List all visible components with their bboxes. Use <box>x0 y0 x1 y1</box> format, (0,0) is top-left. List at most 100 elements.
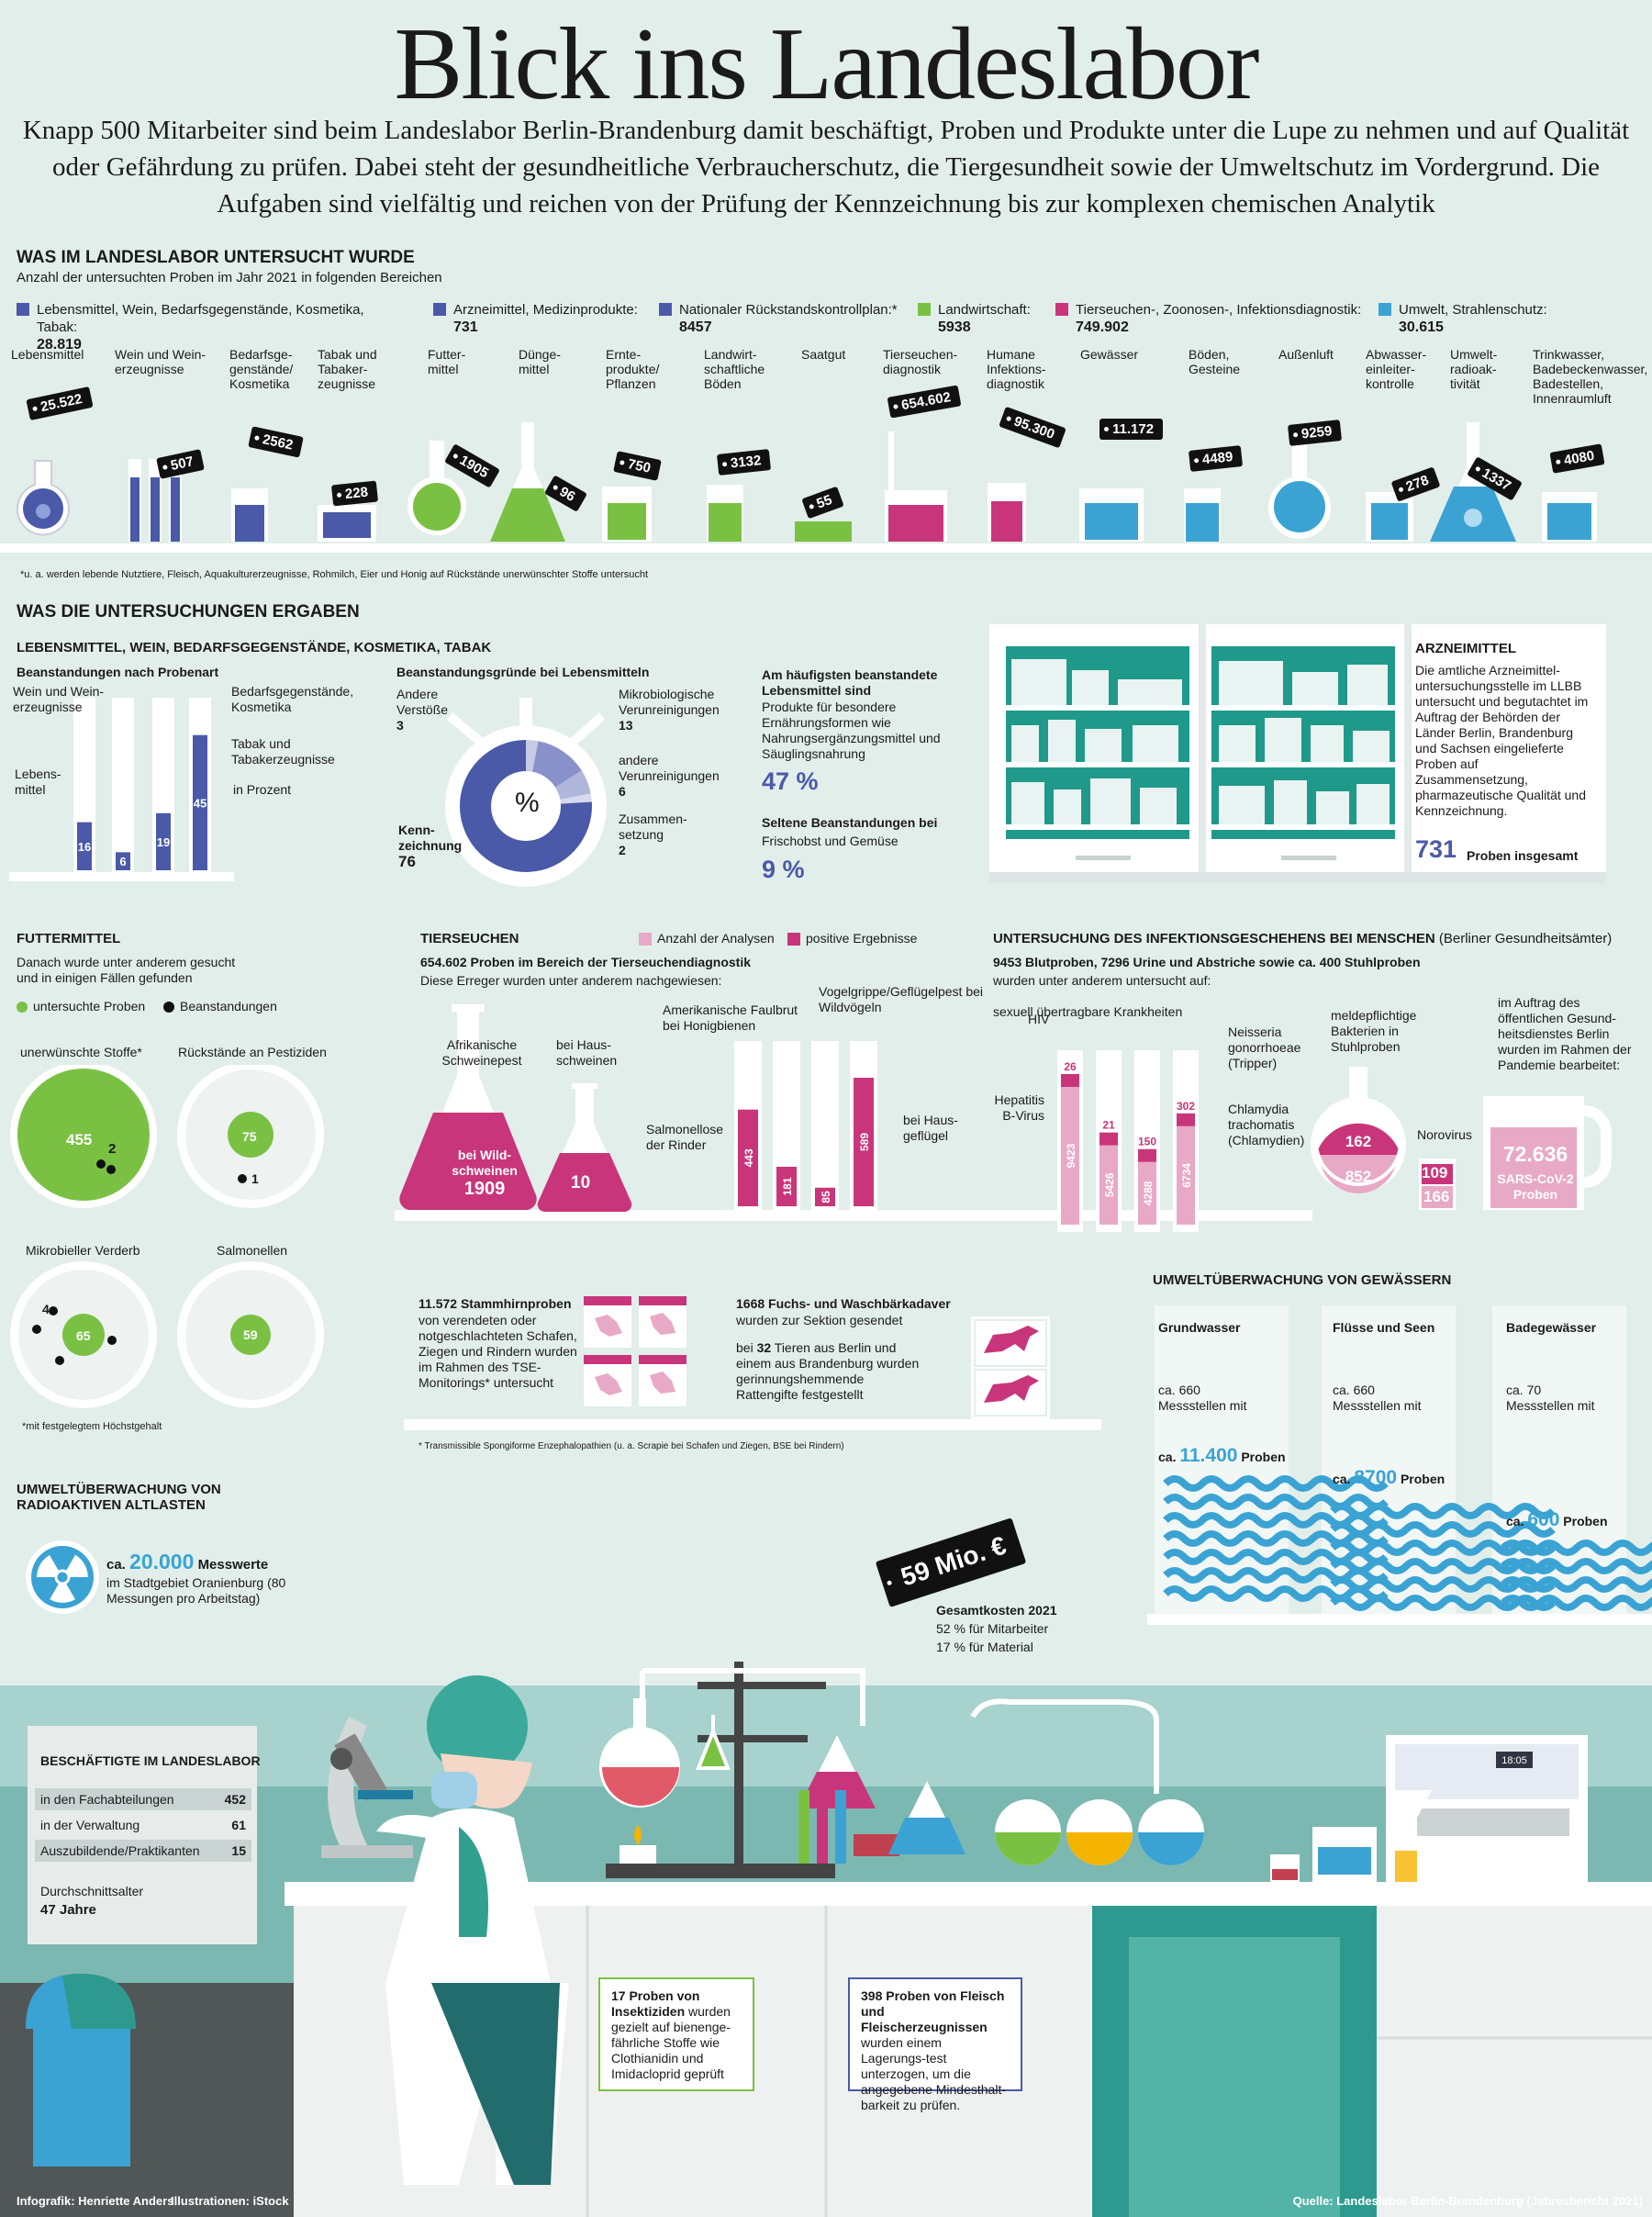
category-label: Futter-mittel <box>428 347 466 376</box>
tier-legend-a: Anzahl der Analysen <box>639 931 775 946</box>
section-heading-untersucht: WAS IM LANDESLABOR UNTERSUCHT WURDE <box>17 248 415 267</box>
tubes-label-a: Amerikanische Faulbrut bei Honigbienen <box>663 1002 798 1033</box>
mensch-tube-label: Neisseria gonorrhoeae (Tripper) <box>1228 1025 1301 1070</box>
beanst-label: Bedarfsgegenstände, Kosmetika <box>231 684 354 714</box>
futter-samples: 65 <box>76 1328 91 1343</box>
arznei-title: ARZNEIMITTEL <box>1415 641 1516 656</box>
lab-scene-illustration <box>0 1662 1652 2217</box>
mensch-group: sexuell übertragbare Krankheiten <box>993 1004 1183 1019</box>
futter-samples: 75 <box>242 1129 257 1144</box>
beanstandungen-chart: 16 6 19 45 <box>9 698 234 881</box>
futter-circles <box>10 1065 324 1408</box>
tubes-label-d: bei Haus-geflügel <box>903 1113 958 1143</box>
water-wave <box>1501 1595 1652 1611</box>
beanst-tube <box>112 698 134 874</box>
tier-bar <box>854 1078 874 1206</box>
bakt-label: meldepflichtige Bakterien in Stuhlproben <box>1331 1008 1417 1054</box>
category-label: Gewässer <box>1080 347 1139 362</box>
beanst-bar <box>156 812 171 870</box>
gruende-title: Beanstandungsgründe bei Lebensmitteln <box>396 665 650 679</box>
legend-item-umwelt: Umwelt, Strahlenschutz: 30.615 <box>1379 301 1562 336</box>
legend-item-tierseuchen: Tierseuchen-, Zoonosen-, Infektionsdiagn… <box>1055 301 1367 336</box>
futter-circle-label: Rückstände an Pestiziden <box>178 1045 327 1059</box>
most-text: Produkte für besondere Ernährungsformen … <box>762 700 941 761</box>
kosten-tag: 59 Mio. € <box>875 1517 1027 1607</box>
tier-heading: TIERSEUCHEN <box>420 931 519 946</box>
flask1-inner: bei Wild-schweinen <box>452 1148 518 1178</box>
water-wave <box>1163 1530 1389 1547</box>
category-label: Saatgut <box>801 347 846 362</box>
device-display: 18:05 <box>1501 1755 1527 1766</box>
tubes-label-b: Vogelgrippe/Geflügelpest bei Wildvögeln <box>819 984 984 1014</box>
rare-title: Seltene Beanstandungen bei <box>762 815 938 830</box>
futter-text: Danach wurde unter anderem gesucht und i… <box>17 955 236 985</box>
mensch-sub-bold: 9453 Blutproben, 7296 Urine und Abstrich… <box>993 955 1421 969</box>
gewaesser-heading: UMWELTÜBERWACHUNG VON GEWÄSSERN <box>1153 1272 1452 1288</box>
rare-value: 9 % <box>762 856 805 883</box>
flask2-label: bei Haus-schweinen <box>556 1037 618 1068</box>
fleisch-box: 398 Proben von Fleisch und Fleischerzeug… <box>848 1977 1022 2112</box>
tier-bar-value: 443 <box>742 1148 755 1167</box>
noro-a: 109 <box>1422 1164 1448 1181</box>
arznei-value: 731 <box>1415 835 1457 863</box>
beanst-label: Tabak und Tabakerzeugnisse <box>231 736 335 767</box>
category-label: Umwelt-radioak-tivität <box>1450 347 1498 391</box>
kosten-title: Gesamtkosten 2021 <box>936 1603 1057 1618</box>
water-wave <box>1163 1567 1389 1584</box>
category-label: Wein und Wein-erzeugnisse <box>115 347 206 376</box>
category-label: Außenluft <box>1278 347 1334 362</box>
category-label: Böden, Gesteine <box>1189 347 1241 376</box>
beanst-bar-value: 19 <box>157 835 170 849</box>
tier-bar <box>738 1109 758 1206</box>
covid-label: im Auftrag des öffentlichen Gesund-heits… <box>1498 995 1632 1072</box>
legend-item-landwirtschaft: Landwirtschaft: 5938 <box>918 301 1046 336</box>
water-wave <box>1163 1494 1389 1510</box>
tier-bar-value: 85 <box>820 1191 832 1204</box>
credit-grafik: Infografik: Henriette Anders <box>17 2194 174 2208</box>
water-wave <box>1501 1558 1652 1574</box>
beanst-bar-value: 16 <box>78 840 91 854</box>
radio-text: im Stadtgebiet Oranienburg (80 Messungen… <box>106 1575 286 1606</box>
gewaesser-col-title: Grundwasser <box>1158 1320 1241 1335</box>
category-label: Tierseuchen-diagnostik <box>883 347 958 376</box>
covid-sub: SARS-CoV-2 Proben <box>1497 1171 1574 1202</box>
tse-text: von verendeten oder notgeschlachteten Sc… <box>419 1313 577 1390</box>
gruende-label: andere Verunreinigungen 6 <box>619 753 720 799</box>
tier-bar-value: 181 <box>781 1177 794 1195</box>
staff-age-label: Durchschnittsalter <box>40 1884 144 1898</box>
mensch-positive-value: 150 <box>1138 1136 1156 1148</box>
gruende-label: Mikrobiologische Verunreinigungen 13 <box>619 687 720 733</box>
mensch-tube-label: Chlamydia trachomatis (Chlamydien) <box>1228 1102 1305 1148</box>
intro-text: Knapp 500 Mitarbeiter sind beim Landesla… <box>22 116 1630 218</box>
beanst-bar-value: 45 <box>194 796 206 810</box>
pharmacy-shelves-illustration <box>989 624 1606 883</box>
staff-row: Auszubildende/Praktikanten 15 <box>35 1840 251 1862</box>
gewaesser-columns <box>1147 1305 1652 1625</box>
beanst-unit: in Prozent <box>233 782 292 797</box>
tier-bar <box>815 1187 835 1206</box>
mensch-bar-positive <box>1061 1074 1079 1087</box>
mensch-total-value: 6734 <box>1180 1163 1193 1188</box>
mensch-bar-total <box>1061 1087 1079 1225</box>
mensch-total-value: 4288 <box>1142 1181 1155 1205</box>
mensch-bar-positive <box>1177 1113 1195 1126</box>
gewaesser-col-text: ca. 70 Messstellen mit <box>1506 1383 1595 1413</box>
futter-findings: 1 <box>251 1171 259 1186</box>
fox-text1: wurden zur Sektion gesendet <box>736 1313 903 1327</box>
gruende-center: % <box>515 788 540 818</box>
mensch-total-value: 5426 <box>1103 1172 1116 1197</box>
flask2-value: 10 <box>571 1173 591 1192</box>
category-label: Ernte-produkte/ Pflanzen <box>606 347 660 391</box>
water-wave <box>1163 1585 1389 1602</box>
tier-legend-b: positive Ergebnisse <box>787 931 917 946</box>
rare-text: Frischobst und Gemüse <box>762 834 899 848</box>
tse-bold: 11.572 Stammhirnproben <box>419 1296 572 1311</box>
radiation-icon <box>26 1540 99 1614</box>
tse-illustration <box>404 1296 1101 1430</box>
futter-heading: FUTTERMITTEL <box>17 931 121 946</box>
mensch-tube-label: HIV <box>1028 1012 1050 1026</box>
gewaesser-col-title: Badegewässer <box>1506 1320 1597 1335</box>
radio-value: ca. 20.000 Messwerte <box>106 1550 269 1573</box>
tier-sub: Diese Erreger wurden unter anderem nachg… <box>420 973 722 988</box>
mensch-tube-label: Hepatitis B-Virus <box>994 1092 1044 1123</box>
